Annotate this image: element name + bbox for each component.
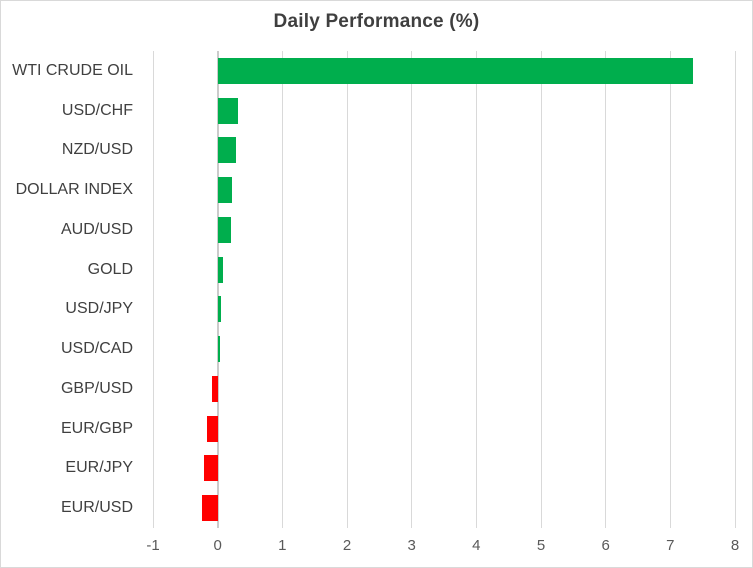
category-label: AUD/USD xyxy=(60,220,133,238)
x-tick-label: 6 xyxy=(601,537,610,554)
bar-eur-usd xyxy=(201,495,218,522)
bar-dollar-index xyxy=(217,177,232,204)
bar-usd-cad xyxy=(217,336,220,363)
category-label: GBP/USD xyxy=(60,379,133,397)
bar-usd-jpy xyxy=(217,296,221,323)
bar-nzd-usd xyxy=(217,137,236,164)
x-tick-label: 2 xyxy=(342,537,352,554)
bar-eur-jpy xyxy=(204,455,218,482)
zero-axis-line xyxy=(216,51,219,528)
plot-area xyxy=(152,51,736,528)
gridline xyxy=(605,51,607,528)
x-axis-ticks: -1 0 1 2 3 4 5 6 7 8 xyxy=(1,537,752,557)
x-tick-label: 4 xyxy=(472,537,481,554)
category-label: USD/CHF xyxy=(61,101,133,119)
category-label: NZD/USD xyxy=(61,141,133,159)
gridline xyxy=(411,51,413,528)
gridline xyxy=(281,51,283,528)
category-label: USD/JPY xyxy=(65,300,133,318)
x-tick-label: 3 xyxy=(407,537,416,554)
x-tick-label: 5 xyxy=(536,537,546,554)
category-label: GOLD xyxy=(87,260,133,278)
bar-usd-chf xyxy=(217,97,238,124)
gridline xyxy=(540,51,542,528)
x-tick-label: 8 xyxy=(730,537,740,554)
bar-gold xyxy=(217,256,223,283)
gridline xyxy=(734,51,736,528)
bar-eur-gbp xyxy=(206,415,218,442)
bar-aud-usd xyxy=(217,216,231,243)
category-label: WTI CRUDE OIL xyxy=(12,61,133,79)
gridline xyxy=(346,51,348,528)
category-label: USD/CAD xyxy=(60,340,133,358)
x-tick-label: 0 xyxy=(213,537,222,554)
gridline xyxy=(669,51,671,528)
category-label: EUR/GBP xyxy=(60,419,133,437)
x-tick-label: -1 xyxy=(146,537,160,554)
x-tick-label: 7 xyxy=(666,537,675,554)
category-label: EUR/USD xyxy=(60,499,133,517)
gridline xyxy=(475,51,477,528)
bar-wti-crude-oil xyxy=(217,57,693,84)
category-axis: WTI CRUDE OIL USD/CHF NZD/USD DOLLAR INDEX A… xyxy=(1,51,142,528)
gridline xyxy=(152,51,154,528)
bar-gbp-usd xyxy=(212,375,218,402)
category-label: DOLLAR INDEX xyxy=(15,181,133,199)
chart-title: Daily Performance (%) xyxy=(273,11,480,32)
x-tick-label: 1 xyxy=(278,537,287,554)
category-label: EUR/JPY xyxy=(65,459,133,477)
